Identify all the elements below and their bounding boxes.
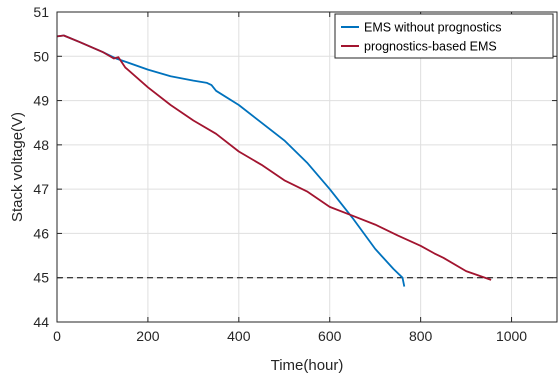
y-tick-label: 46 xyxy=(33,225,49,241)
y-tick-label: 48 xyxy=(33,137,49,153)
y-tick-label: 44 xyxy=(33,314,49,330)
x-axis-label: Time(hour) xyxy=(271,357,344,374)
y-tick-label: 47 xyxy=(33,181,49,197)
y-tick-label: 45 xyxy=(33,270,49,286)
legend-label-2: prognostics-based EMS xyxy=(364,40,497,54)
x-tick-label: 200 xyxy=(136,328,160,344)
legend-box xyxy=(334,13,554,59)
y-axis-label: Stack voltage(V) xyxy=(9,112,26,222)
x-tick-label: 400 xyxy=(227,328,251,344)
x-tick-labels: 0 200 400 600 800 1000 xyxy=(53,12,527,344)
plot-area-border xyxy=(56,11,558,323)
legend-label-1: EMS without prognostics xyxy=(364,21,502,35)
x-tick-label: 1000 xyxy=(496,328,527,344)
series-line-1 xyxy=(56,34,406,287)
legend: EMS without prognostics prognostics-based… xyxy=(334,13,554,59)
y-tick-label: 49 xyxy=(33,93,49,109)
series-lines xyxy=(56,34,492,287)
y-tick-label: 50 xyxy=(33,48,49,64)
x-tick-label: 600 xyxy=(318,328,342,344)
y-tick-labels: 44 45 46 47 48 49 50 51 xyxy=(33,4,557,330)
y-tick-label: 51 xyxy=(33,4,49,20)
x-tick-label: 800 xyxy=(409,328,433,344)
x-tick-label: 0 xyxy=(53,328,61,344)
series-line-2 xyxy=(56,34,492,281)
